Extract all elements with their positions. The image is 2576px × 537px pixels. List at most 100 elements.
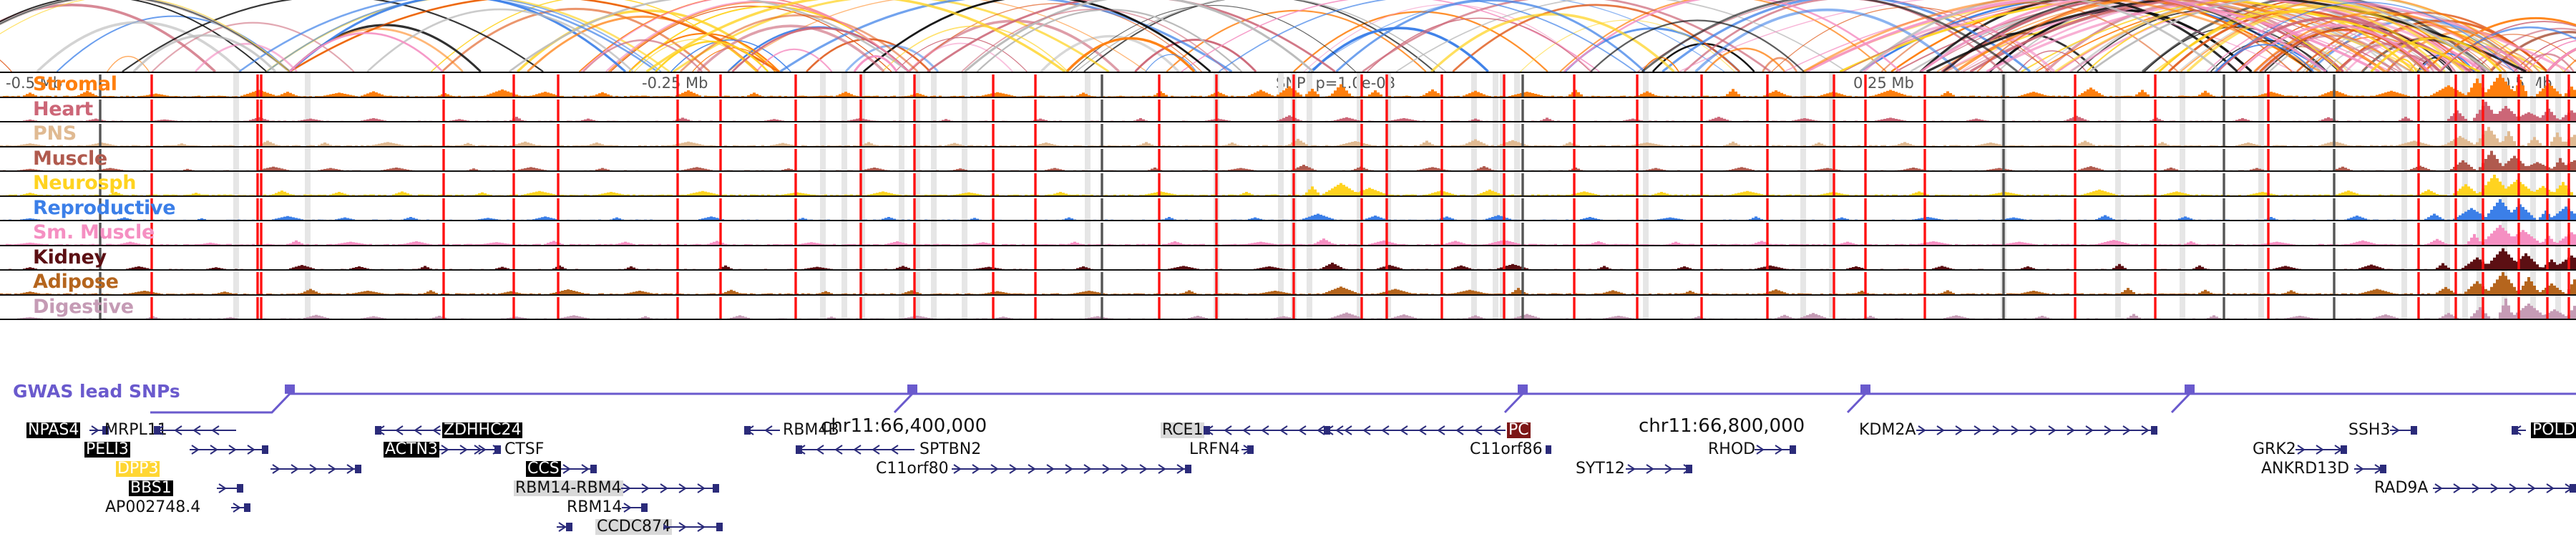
signal-track-reproductive[interactable]: Reproductive: [0, 196, 2576, 221]
gene-label[interactable]: BBS1: [129, 479, 173, 497]
signal-track-heart[interactable]: Heart: [0, 97, 2576, 122]
gene-label[interactable]: KDM2A: [1859, 421, 1916, 439]
gene-model[interactable]: [2512, 422, 2526, 438]
gene-label[interactable]: RBM14: [567, 498, 623, 516]
signal-track-stromal[interactable]: Stromal: [0, 73, 2576, 98]
signal-track-digestive[interactable]: Digestive: [0, 295, 2576, 320]
gene-model[interactable]: [89, 422, 109, 438]
highlight-band: [2258, 172, 2264, 195]
gene-label[interactable]: AP002748.4: [105, 498, 201, 516]
signal-track-pns[interactable]: PNS: [0, 122, 2576, 147]
gene-label[interactable]: GRK2: [2253, 440, 2296, 458]
gene-label[interactable]: RHOD: [1708, 440, 1756, 458]
gene-label[interactable]: ZDHHC24: [442, 421, 523, 439]
highlight-band: [1357, 122, 1362, 146]
gene-label[interactable]: CCS: [526, 460, 561, 478]
chromatin-loop-arc: [1083, 0, 1435, 72]
gwas-lead-snp-marker[interactable]: [907, 384, 917, 394]
gene-model[interactable]: [2296, 442, 2347, 458]
gene-model[interactable]: [2433, 480, 2576, 496]
ruler-tick-0: -0.5 Mb: [6, 74, 63, 92]
gene-model[interactable]: [375, 422, 441, 438]
gene-label[interactable]: C11orf86: [1470, 440, 1543, 458]
gene-label[interactable]: LRFN4: [1189, 440, 1240, 458]
gene-label[interactable]: SPTBN2: [919, 440, 982, 458]
highlight-band: [1829, 295, 1835, 319]
strand-arrow-icon: [192, 425, 201, 435]
track-label-pns: PNS: [33, 122, 77, 145]
gwas-lead-snp-marker[interactable]: [285, 384, 295, 394]
chromatin-loop-arc: [288, 0, 627, 72]
gwas-lead-snp-marker[interactable]: [2185, 384, 2195, 394]
gene-model[interactable]: [952, 461, 1191, 477]
chromatin-loop-arc: [908, 3, 1202, 72]
gene-model[interactable]: [231, 500, 250, 516]
highlight-band: [1307, 246, 1312, 270]
gene-model[interactable]: [1546, 442, 1551, 458]
gene-model[interactable]: [658, 519, 723, 535]
gwas-lead-snp-track[interactable]: GWAS lead SNPs: [0, 381, 2576, 422]
highlight-band: [2258, 295, 2264, 319]
chromatin-loop-arc: [2054, 0, 2492, 72]
gene-label[interactable]: RBM14-RBM4: [514, 479, 623, 497]
gene-label[interactable]: RBM4B: [783, 421, 839, 439]
gene-exon-block: [1546, 445, 1551, 454]
gene-model[interactable]: [2390, 422, 2417, 438]
gene-model[interactable]: [190, 442, 268, 458]
signal-track-adipose[interactable]: Adipose: [0, 271, 2576, 296]
gene-model[interactable]: [796, 442, 914, 458]
gene-label[interactable]: POLD: [2531, 421, 2576, 439]
gwas-lead-snp-marker[interactable]: [1518, 384, 1528, 394]
strand-arrow-icon: [272, 464, 280, 474]
gene-label[interactable]: RCE1: [1161, 421, 1205, 439]
gene-label[interactable]: ACTN3: [384, 440, 439, 458]
signal-track-neurosph[interactable]: Neurosph: [0, 172, 2576, 197]
gene-model[interactable]: [2354, 461, 2386, 477]
gene-model[interactable]: [621, 480, 719, 496]
chromatin-loop-arc: [1944, 0, 2548, 72]
gene-label[interactable]: PELI3: [84, 440, 130, 458]
gene-model[interactable]: [270, 461, 361, 477]
gene-label[interactable]: C11orf80: [876, 460, 949, 478]
gene-label[interactable]: PC: [1507, 421, 1531, 439]
gene-model[interactable]: [561, 461, 597, 477]
gene-model[interactable]: [1626, 461, 1692, 477]
gene-label[interactable]: SYT12: [1576, 460, 1625, 478]
gene-exon-block: [1324, 426, 1330, 435]
gene-model[interactable]: [1324, 422, 1506, 438]
gene-label[interactable]: MRPL11: [104, 421, 167, 439]
gene-label[interactable]: ANKRD13D: [2261, 460, 2350, 478]
track-label-digestive: Digestive: [33, 295, 134, 318]
highlight-band: [820, 196, 826, 221]
signal-track-kidney[interactable]: Kidney: [0, 246, 2576, 271]
gene-model[interactable]: [217, 480, 243, 496]
gene-model[interactable]: [472, 442, 501, 458]
gene-model[interactable]: [622, 500, 648, 516]
strand-arrow-icon: [2011, 425, 2019, 435]
gene-label[interactable]: RAD9A: [2374, 479, 2429, 497]
gene-model[interactable]: [1755, 442, 1796, 458]
highlight-band: [1357, 295, 1362, 319]
gene-label[interactable]: DPP3: [116, 460, 160, 478]
strand-arrow-icon: [2527, 483, 2536, 493]
strand-arrow-icon: [210, 445, 218, 455]
gene-label[interactable]: NPAS4: [26, 421, 81, 439]
strand-arrow-icon: [247, 445, 255, 455]
gene-model[interactable]: [154, 422, 236, 438]
gwas-lead-snp-marker[interactable]: [1860, 384, 1870, 394]
gene-model[interactable]: [744, 422, 780, 438]
gene-exon-block: [375, 426, 381, 435]
highlight-band: [305, 73, 311, 97]
gene-model[interactable]: [1241, 442, 1254, 458]
signal-profile: [0, 272, 2576, 294]
gene-label[interactable]: CTSF: [504, 440, 545, 458]
signal-track-muscle[interactable]: Muscle: [0, 147, 2576, 172]
gene-label[interactable]: CCDC87: [595, 518, 664, 536]
gene-label[interactable]: SSH3: [2348, 421, 2391, 439]
highlight-band: [2401, 221, 2407, 245]
highlight-band: [1085, 271, 1091, 294]
highlight-band: [1085, 122, 1091, 146]
gene-model[interactable]: [557, 519, 572, 535]
gene-model[interactable]: [1916, 422, 2157, 438]
signal-track-sm-muscle[interactable]: Sm. Muscle: [0, 221, 2576, 246]
